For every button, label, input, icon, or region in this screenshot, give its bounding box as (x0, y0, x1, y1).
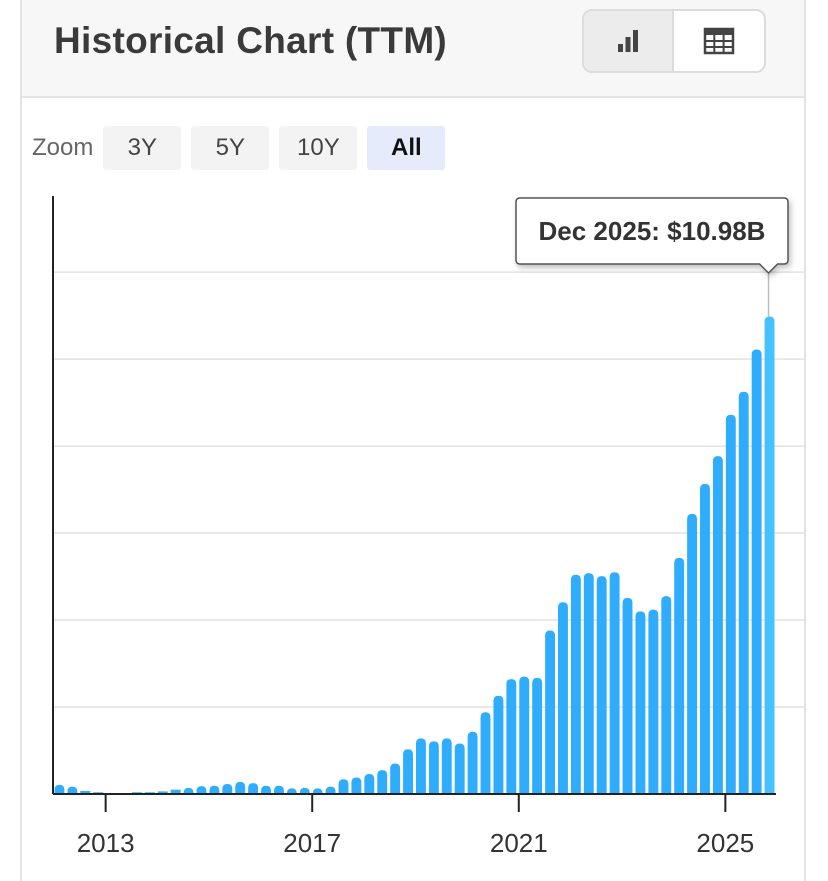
bar[interactable] (725, 414, 736, 794)
bar[interactable] (661, 596, 672, 794)
view-toggle (582, 9, 766, 73)
bar[interactable] (235, 781, 246, 794)
bar[interactable] (261, 785, 271, 794)
bar[interactable] (480, 712, 491, 794)
bar[interactable] (454, 743, 465, 794)
bar[interactable] (248, 783, 259, 794)
chart-view-button[interactable] (584, 11, 674, 71)
bar[interactable] (467, 731, 478, 794)
zoom-controls: Zoom 3Y 5Y 10Y All (32, 126, 455, 170)
bar[interactable] (377, 770, 388, 794)
bar[interactable] (519, 676, 530, 794)
bar[interactable] (493, 695, 504, 794)
x-tick-label: 2013 (77, 828, 135, 858)
bar[interactable] (209, 785, 220, 794)
bar[interactable] (196, 786, 207, 794)
bar-chart-icon (618, 30, 638, 52)
bar[interactable] (583, 573, 594, 794)
zoom-10y-button[interactable]: 10Y (279, 126, 358, 170)
zoom-all-button[interactable]: All (367, 126, 446, 170)
x-tick-label: 2025 (696, 828, 754, 858)
bar[interactable] (441, 738, 452, 794)
bar[interactable] (428, 741, 439, 794)
bar[interactable] (403, 749, 413, 794)
bar[interactable] (648, 609, 659, 794)
bar[interactable] (312, 788, 323, 794)
bar[interactable] (712, 456, 723, 794)
bar[interactable] (609, 572, 620, 794)
zoom-3y-button[interactable]: 3Y (103, 126, 182, 170)
bar[interactable] (635, 611, 646, 794)
table-view-button[interactable] (674, 11, 764, 71)
bar[interactable] (687, 513, 698, 794)
bar[interactable] (545, 630, 556, 794)
bar[interactable] (558, 602, 568, 794)
bar[interactable] (222, 783, 233, 794)
bar[interactable] (738, 391, 749, 794)
bar[interactable] (286, 788, 297, 794)
tooltip-label: Dec 2025: $10.98B (539, 216, 766, 246)
bar[interactable] (364, 773, 375, 794)
bar[interactable] (299, 787, 310, 794)
bar[interactable] (570, 574, 581, 794)
x-tick-label: 2021 (490, 828, 548, 858)
bar[interactable] (54, 784, 65, 794)
bar[interactable] (700, 483, 710, 794)
bar[interactable] (532, 677, 543, 794)
bar[interactable] (67, 786, 78, 794)
bar[interactable] (751, 349, 762, 794)
bar[interactable] (338, 779, 349, 794)
bar[interactable] (325, 786, 336, 794)
bar[interactable] (183, 787, 194, 794)
zoom-label: Zoom (32, 134, 94, 161)
bar[interactable] (351, 777, 362, 794)
bar[interactable] (416, 738, 426, 794)
zoom-5y-button[interactable]: 5Y (191, 126, 270, 170)
table-icon (703, 27, 735, 55)
bar[interactable] (674, 557, 685, 794)
card-header: Historical Chart (TTM) (22, 0, 804, 98)
page-title: Historical Chart (TTM) (54, 20, 448, 61)
bar[interactable] (596, 576, 607, 794)
bar[interactable] (622, 597, 633, 794)
bar-highlighted[interactable] (764, 316, 775, 794)
x-tick-label: 2017 (283, 828, 341, 858)
bar[interactable] (273, 785, 284, 794)
bar[interactable] (390, 763, 401, 794)
bar[interactable] (506, 679, 517, 794)
tooltip-box (515, 197, 789, 275)
bar[interactable] (170, 789, 181, 794)
